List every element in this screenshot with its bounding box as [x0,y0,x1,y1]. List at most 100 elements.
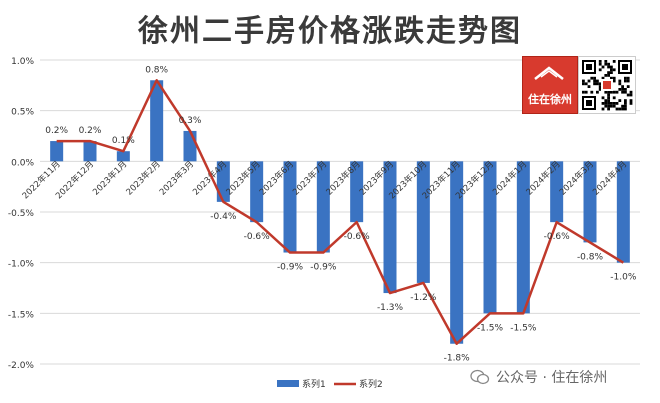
qr-module [624,76,627,80]
qr-module [612,104,616,108]
bar [316,161,330,253]
qr-module [582,79,585,83]
qr-module [607,62,610,66]
qr-module [587,85,591,88]
qr-module [607,90,610,94]
y-tick-label: 0.5% [11,108,34,118]
qr-module [603,81,611,89]
data-label: -0.9% [310,263,337,273]
qr-module [626,79,630,83]
qr-module [590,76,594,80]
qr-module [598,82,602,86]
qr-module [593,82,596,86]
bar [250,161,264,223]
series-line [56,79,624,345]
y-tick-label: -0.5% [8,209,35,219]
data-label: -1.3% [377,303,404,313]
qr-module [615,102,619,105]
qr-module [601,102,605,105]
bar [83,141,97,162]
qr-module [610,71,613,74]
qr-module [598,60,602,63]
qr-module [610,102,613,105]
x-tick-label: 2023年2月 [124,159,163,198]
brand-logo: 住在徐州 [522,56,578,114]
qr-module [586,100,592,106]
qr-module [618,99,622,102]
qr-module [582,82,585,86]
qr-module [618,107,622,111]
bar [583,161,597,243]
qr-module [607,65,610,69]
wechat-icon [470,369,490,385]
data-label: 0.3% [179,116,202,126]
qr-module [601,76,605,80]
qr-module [629,102,633,105]
bar [483,161,497,314]
qr-code [578,56,636,114]
data-label: 0.8% [145,65,168,75]
bar [383,161,397,294]
bar [516,161,530,314]
qr-module [629,93,633,97]
qr-module [626,76,630,80]
qr-module [629,99,633,102]
bar [416,161,430,283]
y-tick-label: -2.0% [8,361,35,371]
qr-module [598,85,602,88]
watermark-text: 公众号 · 住在徐州 [496,370,608,386]
qr-module [607,104,610,108]
qr-module [621,88,624,91]
data-label: -0.6% [344,232,371,242]
bar [616,161,630,263]
data-label: 0.1% [112,136,135,146]
legend-label: 系列1 [302,378,326,390]
legend-label: 系列2 [359,378,383,390]
y-tick-label: -1.0% [8,260,35,270]
qr-module [624,79,627,83]
qr-module [607,102,610,105]
data-label: -0.8% [577,252,604,262]
qr-module [612,79,616,83]
house-roof-icon [534,66,564,80]
qr-module [598,68,602,72]
qr-module [596,90,599,94]
bar [550,161,564,223]
qr-module [587,79,591,83]
bar [183,130,197,162]
bar [350,161,364,223]
qr-module [590,90,594,94]
chart-title: 徐州二手房价格涨跌走势图 [138,14,522,49]
qr-module [596,79,599,83]
qr-module [607,107,610,111]
data-label: -1.2% [410,293,437,303]
qr-module [604,62,608,66]
bar [150,80,164,162]
qr-module [607,74,610,77]
legend-swatch-bar [277,380,299,387]
qr-module [618,82,622,86]
qr-module [621,104,624,108]
bar [283,161,297,253]
data-label: -1.5% [477,323,504,333]
data-label: 0.2% [79,126,102,136]
y-tick-label: -1.5% [8,310,35,320]
qr-module [624,104,627,108]
qr-module [610,68,613,72]
qr-module [621,90,624,94]
data-label: -1.5% [510,323,537,333]
bar [216,161,230,202]
qr-module [601,107,605,111]
qr-module [622,64,628,70]
qr-module [598,88,602,91]
qr-module [624,107,627,111]
qr-module [601,65,605,69]
qr-module [624,90,627,94]
qr-module [624,99,627,102]
data-label: -0.4% [210,212,237,222]
qr-module [593,76,596,80]
qr-module [607,96,610,100]
qr-module [607,93,610,97]
qr-module [618,79,622,83]
